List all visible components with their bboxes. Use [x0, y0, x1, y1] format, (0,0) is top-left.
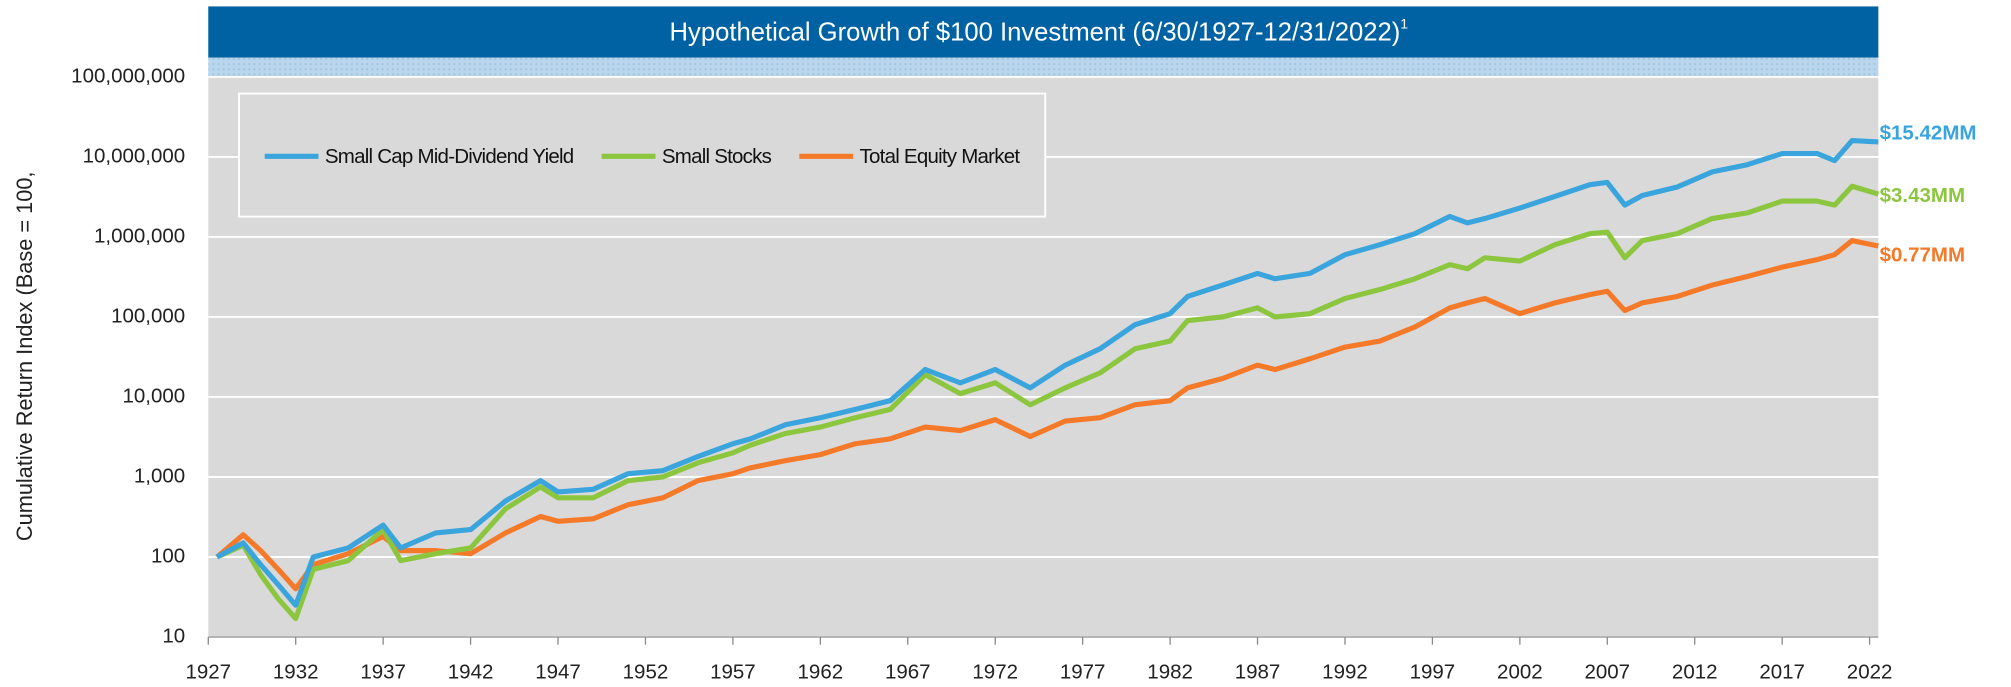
end-label: $3.43MM	[1880, 184, 1965, 207]
y-axis-label: Cumulative Return Index (Base = 100,	[12, 172, 37, 542]
x-tick-label: 1987	[1235, 660, 1281, 683]
x-tick-label: 1992	[1322, 660, 1368, 683]
y-tick-label: 10,000	[122, 384, 185, 407]
x-tick-label: 1997	[1410, 660, 1456, 683]
x-tick-label: 1967	[885, 660, 931, 683]
chart-title: Hypothetical Growth of $100 Investment (…	[670, 15, 1409, 46]
y-tick-label: 100,000	[111, 304, 185, 327]
x-tick-label: 2007	[1584, 660, 1630, 683]
end-label: $15.42MM	[1880, 122, 1977, 145]
x-tick-label: 1932	[273, 660, 319, 683]
title-bar	[208, 6, 1879, 58]
y-tick-label: 100,000,000	[71, 64, 185, 87]
y-tick-label: 1,000	[134, 464, 185, 487]
x-tick-label: 1982	[1147, 660, 1193, 683]
x-tick-label: 2022	[1847, 660, 1893, 683]
series-line	[215, 183, 1880, 622]
y-tick-label: 10,000,000	[83, 144, 186, 167]
x-tick-label: 1937	[360, 660, 406, 683]
y-tick-label: 10	[162, 624, 185, 647]
x-tick-label: 1952	[623, 660, 669, 683]
legend-label: Small Stocks	[662, 145, 772, 168]
y-tick-label: 1,000,000	[94, 224, 185, 247]
series-line	[215, 138, 1879, 608]
x-tick-label: 1962	[798, 660, 844, 683]
title-strip	[208, 57, 1879, 77]
x-tick-label: 1957	[710, 660, 756, 683]
title-text: Hypothetical Growth of $100 Investment (…	[670, 18, 1401, 46]
legend-label: Small Cap Mid-Dividend Yield	[325, 145, 574, 168]
x-tick-label: 1927	[185, 660, 231, 683]
x-tick-label: 2012	[1672, 660, 1718, 683]
end-label: $0.77MM	[1880, 244, 1965, 267]
y-tick-label: 100	[151, 544, 185, 567]
x-tick-label: 1947	[535, 660, 581, 683]
x-tick-label: 1972	[972, 660, 1018, 683]
legend-label: Total Equity Market	[860, 145, 1021, 168]
title-note: 1	[1400, 15, 1408, 31]
x-tick-label: 2017	[1759, 660, 1805, 683]
x-tick-label: 1942	[448, 660, 494, 683]
x-tick-label: 2002	[1497, 660, 1543, 683]
x-tick-label: 1977	[1060, 660, 1106, 683]
